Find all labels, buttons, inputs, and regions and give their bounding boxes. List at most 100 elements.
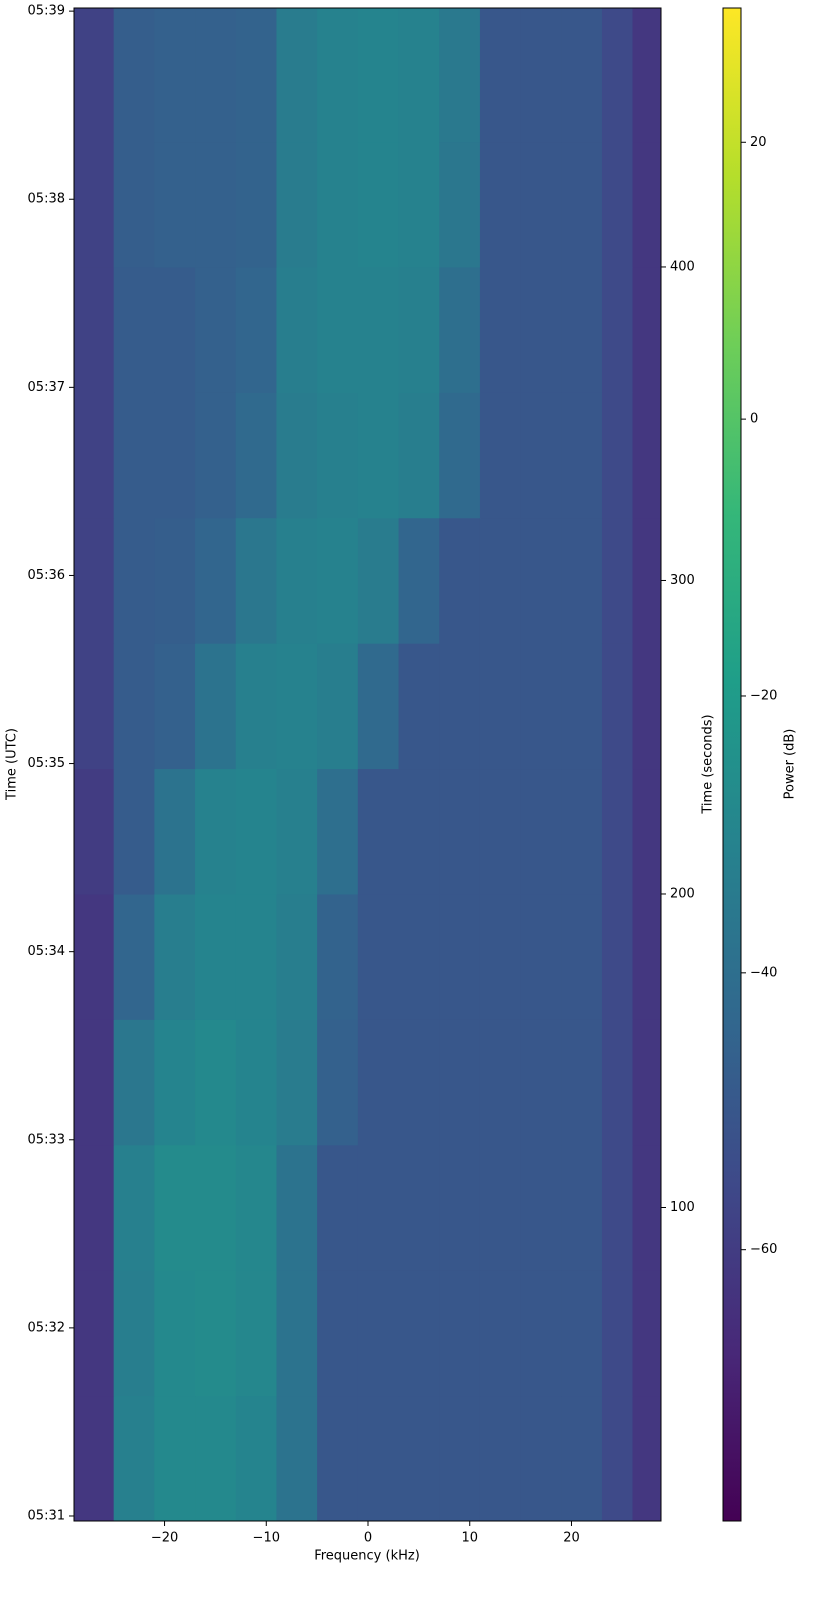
heatmap-cell <box>357 893 400 1020</box>
heatmap-cell <box>154 1270 196 1397</box>
heatmap-cell <box>195 266 237 393</box>
heatmap-cell <box>113 643 155 770</box>
heatmap-cell <box>276 266 318 393</box>
heatmap-cell <box>357 517 400 644</box>
y2-tick-label: 200 <box>670 886 695 901</box>
heatmap-cell <box>398 893 440 1020</box>
heatmap-cell <box>398 392 440 519</box>
heatmap-cell <box>561 8 603 143</box>
heatmap <box>74 8 662 1522</box>
heatmap-cell <box>154 1395 196 1522</box>
heatmap-cell <box>439 141 481 268</box>
heatmap-cell <box>113 517 155 644</box>
heatmap-cell <box>276 1144 318 1271</box>
y2-tick-label: 300 <box>670 573 695 588</box>
heatmap-cell <box>398 8 440 143</box>
heatmap-cell <box>357 8 400 143</box>
heatmap-cell <box>520 517 562 644</box>
y-tick-label: 05:36 <box>28 568 65 583</box>
heatmap-cell <box>317 1270 359 1397</box>
colorbar-tick-label: −20 <box>750 688 777 703</box>
x-tick-label: −10 <box>253 1531 280 1546</box>
heatmap-cell <box>632 768 662 895</box>
heatmap-cell <box>601 1270 634 1397</box>
heatmap-cell <box>601 141 634 268</box>
heatmap-cell <box>74 392 115 519</box>
y-tick-label: 05:32 <box>28 1320 65 1335</box>
heatmap-cell <box>235 1270 277 1397</box>
heatmap-cell <box>601 8 634 143</box>
heatmap-cell <box>317 8 359 143</box>
heatmap-cell <box>235 266 277 393</box>
heatmap-cell <box>479 768 522 895</box>
heatmap-cell <box>317 1144 359 1271</box>
heatmap-cell <box>632 643 662 770</box>
heatmap-cell <box>561 1395 603 1522</box>
heatmap-cell <box>276 1270 318 1397</box>
heatmap-cell <box>74 1144 115 1271</box>
heatmap-cell <box>479 392 522 519</box>
colorbar-label: Power (dB) <box>783 729 798 800</box>
heatmap-cell <box>195 517 237 644</box>
heatmap-cell <box>195 893 237 1020</box>
heatmap-cell <box>235 893 277 1020</box>
heatmap-cell <box>520 1270 562 1397</box>
heatmap-cell <box>398 643 440 770</box>
heatmap-cell <box>479 1395 522 1522</box>
heatmap-cell <box>520 768 562 895</box>
heatmap-cell <box>601 643 634 770</box>
heatmap-cell <box>357 643 400 770</box>
heatmap-cell <box>235 643 277 770</box>
heatmap-cell <box>439 1144 481 1271</box>
heatmap-cell <box>357 768 400 895</box>
heatmap-cell <box>439 1395 481 1522</box>
heatmap-cell <box>601 392 634 519</box>
heatmap-cell <box>439 8 481 143</box>
heatmap-cell <box>74 893 115 1020</box>
heatmap-cell <box>398 1144 440 1271</box>
heatmap-cell <box>520 392 562 519</box>
heatmap-cell <box>479 1019 522 1146</box>
heatmap-cell <box>632 1144 662 1271</box>
x-axis-label: Frequency (kHz) <box>314 1549 420 1564</box>
heatmap-cell <box>561 392 603 519</box>
heatmap-cell <box>113 1270 155 1397</box>
heatmap-cell <box>561 1270 603 1397</box>
y-tick-label: 05:34 <box>28 944 65 959</box>
y-tick-label: 05:39 <box>28 4 65 19</box>
heatmap-cell <box>398 141 440 268</box>
heatmap-cell <box>276 517 318 644</box>
heatmap-cell <box>601 1395 634 1522</box>
heatmap-cell <box>601 266 634 393</box>
heatmap-cell <box>317 141 359 268</box>
heatmap-cell <box>317 643 359 770</box>
heatmap-cell <box>276 1395 318 1522</box>
heatmap-cell <box>479 893 522 1020</box>
heatmap-cell <box>439 1270 481 1397</box>
y-tick-label: 05:38 <box>28 192 65 207</box>
heatmap-cell <box>479 8 522 143</box>
heatmap-cell <box>632 8 662 143</box>
heatmap-cell <box>439 392 481 519</box>
heatmap-cell <box>113 266 155 393</box>
heatmap-cell <box>74 1270 115 1397</box>
heatmap-cell <box>357 266 400 393</box>
heatmap-cell <box>561 141 603 268</box>
heatmap-cell <box>154 141 196 268</box>
heatmap-cell <box>439 643 481 770</box>
heatmap-cell <box>113 1395 155 1522</box>
heatmap-cell <box>439 266 481 393</box>
heatmap-cell <box>601 893 634 1020</box>
heatmap-cell <box>398 1270 440 1397</box>
plot-frame <box>73 7 662 1522</box>
heatmap-cell <box>398 517 440 644</box>
heatmap-cell <box>520 1395 562 1522</box>
heatmap-cell <box>235 392 277 519</box>
heatmap-cell <box>317 893 359 1020</box>
heatmap-cell <box>113 141 155 268</box>
colorbar-tick-label: −60 <box>750 1242 777 1257</box>
heatmap-cell <box>357 392 400 519</box>
colorbar-tick-label: 20 <box>750 135 767 150</box>
heatmap-cell <box>632 893 662 1020</box>
